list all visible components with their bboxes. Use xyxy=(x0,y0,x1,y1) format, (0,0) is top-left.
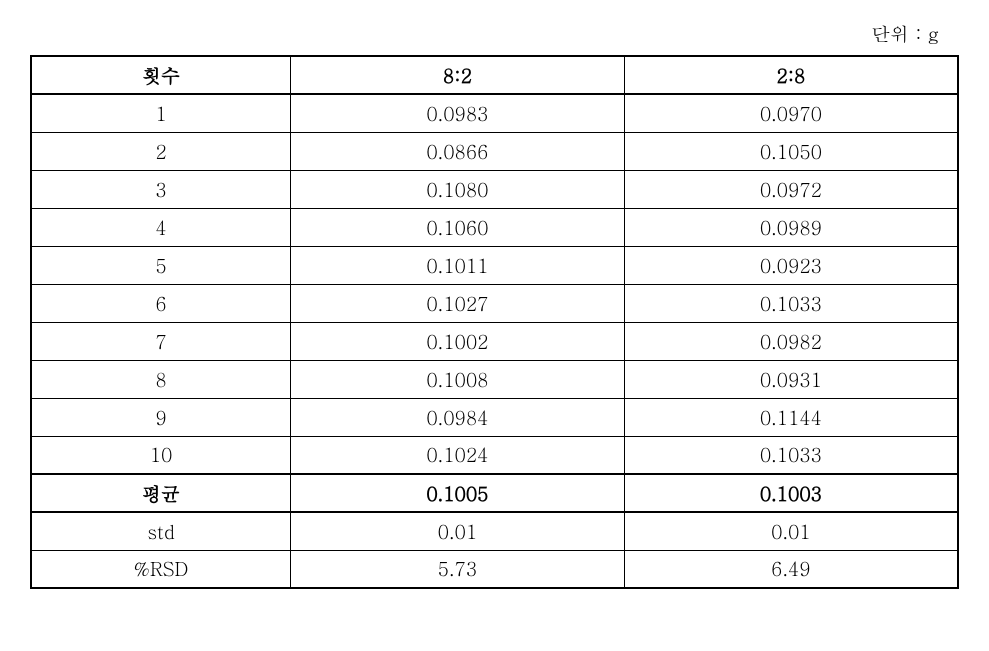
cell: 10 xyxy=(31,436,291,474)
table-rsd-row: %RSD 5.73 6.49 xyxy=(31,550,958,588)
cell: 0.0931 xyxy=(624,360,958,398)
data-table: 횟수 8:2 2:8 1 0.0983 0.0970 2 0.0866 0.10… xyxy=(30,55,959,589)
table-mean-row: 평균 0.1005 0.1003 xyxy=(31,474,958,512)
cell: 0.0983 xyxy=(291,94,625,132)
rsd-label: %RSD xyxy=(31,550,291,588)
rsd-value: 5.73 xyxy=(291,550,625,588)
cell: 0.1002 xyxy=(291,322,625,360)
cell: 8 xyxy=(31,360,291,398)
mean-label: 평균 xyxy=(31,474,291,512)
table-row: 3 0.1080 0.0972 xyxy=(31,170,958,208)
cell: 7 xyxy=(31,322,291,360)
header-count: 횟수 xyxy=(31,56,291,94)
std-value: 0.01 xyxy=(624,512,958,550)
cell: 0.1033 xyxy=(624,284,958,322)
cell: 5 xyxy=(31,246,291,284)
header-ratio-1: 8:2 xyxy=(291,56,625,94)
cell: 0.1008 xyxy=(291,360,625,398)
cell: 6 xyxy=(31,284,291,322)
table-row: 1 0.0983 0.0970 xyxy=(31,94,958,132)
cell: 0.1144 xyxy=(624,398,958,436)
cell: 0.0923 xyxy=(624,246,958,284)
cell: 0.1011 xyxy=(291,246,625,284)
table-row: 10 0.1024 0.1033 xyxy=(31,436,958,474)
cell: 0.1027 xyxy=(291,284,625,322)
cell: 0.0982 xyxy=(624,322,958,360)
cell: 0.1024 xyxy=(291,436,625,474)
unit-label: 단위 : g xyxy=(30,20,959,47)
cell: 0.0866 xyxy=(291,132,625,170)
std-value: 0.01 xyxy=(291,512,625,550)
cell: 0.1060 xyxy=(291,208,625,246)
mean-value: 0.1005 xyxy=(291,474,625,512)
table-row: 2 0.0866 0.1050 xyxy=(31,132,958,170)
cell: 4 xyxy=(31,208,291,246)
cell: 2 xyxy=(31,132,291,170)
cell: 0.1033 xyxy=(624,436,958,474)
cell: 1 xyxy=(31,94,291,132)
table-row: 6 0.1027 0.1033 xyxy=(31,284,958,322)
cell: 0.1080 xyxy=(291,170,625,208)
cell: 3 xyxy=(31,170,291,208)
cell: 0.0989 xyxy=(624,208,958,246)
table-row: 7 0.1002 0.0982 xyxy=(31,322,958,360)
table-row: 8 0.1008 0.0931 xyxy=(31,360,958,398)
cell: 0.0972 xyxy=(624,170,958,208)
std-label: std xyxy=(31,512,291,550)
mean-value: 0.1003 xyxy=(624,474,958,512)
table-header-row: 횟수 8:2 2:8 xyxy=(31,56,958,94)
table-row: 9 0.0984 0.1144 xyxy=(31,398,958,436)
rsd-value: 6.49 xyxy=(624,550,958,588)
cell: 0.1050 xyxy=(624,132,958,170)
cell: 0.0984 xyxy=(291,398,625,436)
header-ratio-2: 2:8 xyxy=(624,56,958,94)
table-row: 5 0.1011 0.0923 xyxy=(31,246,958,284)
table-row: 4 0.1060 0.0989 xyxy=(31,208,958,246)
cell: 0.0970 xyxy=(624,94,958,132)
cell: 9 xyxy=(31,398,291,436)
table-std-row: std 0.01 0.01 xyxy=(31,512,958,550)
